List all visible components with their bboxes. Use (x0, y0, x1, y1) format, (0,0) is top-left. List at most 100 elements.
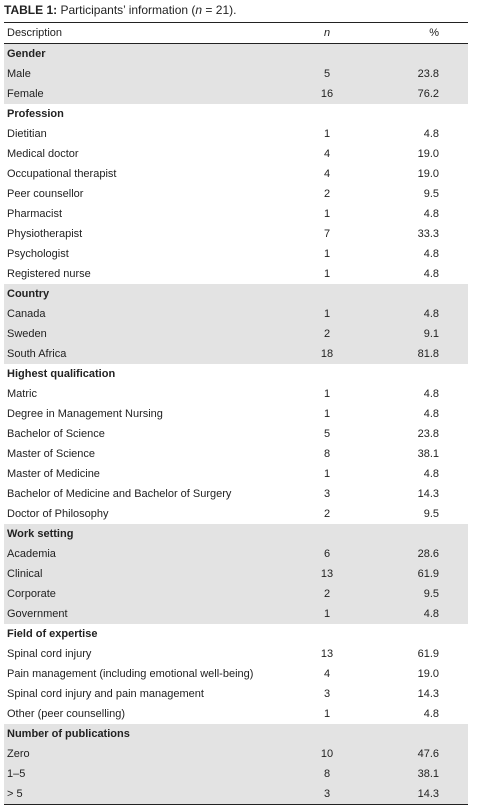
data-row: Registered nurse 1 4.8 (4, 264, 468, 284)
n-cell: 6 (323, 548, 331, 560)
data-row: Physiotherapist 7 33.3 (4, 224, 468, 244)
percent-cell: 4.8 (423, 388, 439, 400)
n-cell: 4 (323, 668, 331, 680)
percent-cell: 19.0 (417, 168, 439, 180)
description-cell: Pharmacist (7, 208, 63, 220)
percent-cell: 23.8 (417, 68, 439, 80)
data-row: Matric 1 4.8 (4, 384, 468, 404)
description-cell: Canada (7, 308, 46, 320)
percent-cell: 14.3 (417, 488, 439, 500)
data-row: Pain management (including emotional wel… (4, 664, 468, 684)
description-cell: Government (7, 608, 68, 620)
description-cell: Bachelor of Science (7, 428, 105, 440)
description-cell: Matric (7, 388, 37, 400)
percent-cell: 4.8 (423, 128, 439, 140)
header-row: Description n % (4, 23, 468, 44)
percent-cell: 38.1 (417, 448, 439, 460)
n-cell: 3 (323, 488, 331, 500)
description-cell: Sweden (7, 328, 47, 340)
n-cell: 18 (320, 348, 334, 360)
data-row: Doctor of Philosophy 2 9.5 (4, 504, 468, 524)
description-cell: Doctor of Philosophy (7, 508, 109, 520)
description-cell: Clinical (7, 568, 43, 580)
data-row: Bachelor of Medicine and Bachelor of Sur… (4, 484, 468, 504)
percent-cell: 4.8 (423, 708, 439, 720)
description-cell: South Africa (7, 348, 67, 360)
percent-cell: 4.8 (423, 248, 439, 260)
data-row: > 5 3 14.3 (4, 784, 468, 804)
n-cell: 5 (323, 428, 331, 440)
n-cell: 8 (323, 448, 331, 460)
n-cell: 2 (323, 328, 331, 340)
description-cell: Dietitian (7, 128, 47, 140)
table-title: TABLE 1: Participants’ information (n = … (4, 3, 236, 17)
title-var: n (195, 3, 203, 17)
percent-cell: 9.5 (423, 508, 439, 520)
data-row: Psychologist 1 4.8 (4, 244, 468, 264)
data-row: Corporate 2 9.5 (4, 584, 468, 604)
description-cell: Pain management (including emotional wel… (7, 668, 254, 680)
n-cell: 1 (323, 468, 331, 480)
data-row: Clinical 13 61.9 (4, 564, 468, 584)
data-row: Canada 1 4.8 (4, 304, 468, 324)
data-row: Other (peer counselling) 1 4.8 (4, 704, 468, 724)
description-cell: Bachelor of Medicine and Bachelor of Sur… (7, 488, 232, 500)
percent-cell: 61.9 (417, 568, 439, 580)
data-row: Academia 6 28.6 (4, 544, 468, 564)
n-cell: 1 (323, 388, 331, 400)
percent-cell: 14.3 (417, 688, 439, 700)
n-cell: 2 (323, 588, 331, 600)
percent-cell: 19.0 (417, 668, 439, 680)
section-title: Number of publications (7, 728, 130, 740)
n-cell: 2 (323, 188, 331, 200)
description-cell: Other (peer counselling) (7, 708, 126, 720)
description-cell: Master of Science (7, 448, 96, 460)
description-cell: Medical doctor (7, 148, 79, 160)
percent-cell: 4.8 (423, 268, 439, 280)
n-cell: 4 (323, 168, 331, 180)
section-row: Profession (4, 104, 468, 124)
n-cell: 16 (320, 88, 334, 100)
header-cell: Description (7, 27, 63, 39)
n-cell: 13 (320, 648, 334, 660)
description-cell: Psychologist (7, 248, 69, 260)
description-cell: Zero (7, 748, 30, 760)
n-cell: 1 (323, 708, 331, 720)
percent-cell: 33.3 (417, 228, 439, 240)
percent-cell: 28.6 (417, 548, 439, 560)
header-cell: n (323, 27, 331, 39)
description-cell: Physiotherapist (7, 228, 83, 240)
section-row: Highest qualification (4, 364, 468, 384)
percent-cell: 4.8 (423, 208, 439, 220)
n-cell: 1 (323, 248, 331, 260)
n-cell: 7 (323, 228, 331, 240)
n-cell: 1 (323, 608, 331, 620)
n-cell: 2 (323, 508, 331, 520)
data-row: Government 1 4.8 (4, 604, 468, 624)
data-row: Pharmacist 1 4.8 (4, 204, 468, 224)
description-cell: Occupational therapist (7, 168, 117, 180)
section-title: Field of expertise (7, 628, 98, 640)
description-cell: Academia (7, 548, 56, 560)
title-rest: = 21). (202, 3, 237, 17)
table: Description n % Gender Male 5 23.8 Female 16 7… (4, 22, 468, 805)
section-row: Country (4, 284, 468, 304)
title-label: TABLE 1: (4, 3, 58, 17)
percent-cell: 19.0 (417, 148, 439, 160)
percent-cell: 9.1 (423, 328, 439, 340)
data-row: Peer counsellor 2 9.5 (4, 184, 468, 204)
description-cell: Corporate (7, 588, 56, 600)
data-row: Dietitian 1 4.8 (4, 124, 468, 144)
data-row: Occupational therapist 4 19.0 (4, 164, 468, 184)
section-row: Gender (4, 44, 468, 64)
n-cell: 5 (323, 68, 331, 80)
n-cell: 1 (323, 128, 331, 140)
n-cell: 1 (323, 268, 331, 280)
description-cell: Spinal cord injury and pain management (7, 688, 204, 700)
description-cell: Master of Medicine (7, 468, 100, 480)
description-cell: Degree in Management Nursing (7, 408, 163, 420)
section-row: Field of expertise (4, 624, 468, 644)
percent-cell: 81.8 (417, 348, 439, 360)
section-title: Work setting (7, 528, 74, 540)
